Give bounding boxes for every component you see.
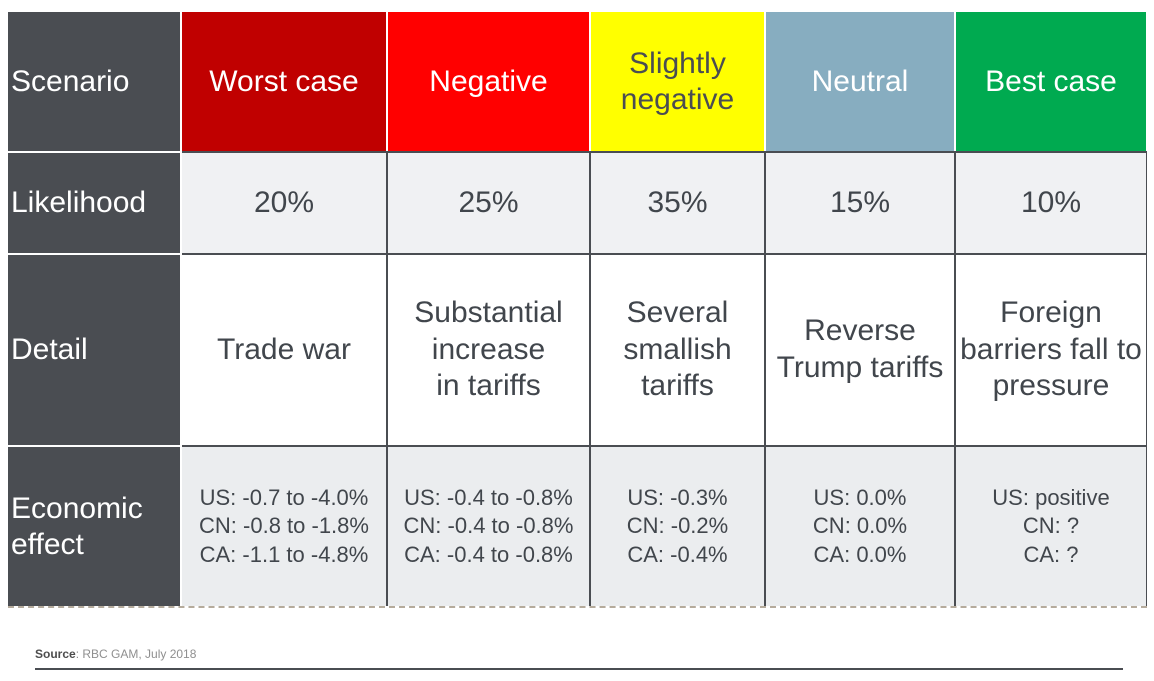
body-grid: 20% 25% 35% 15% 10% Trade war Substantia… <box>182 151 1147 606</box>
detail-neutral: Reverse Trump tariffs <box>766 255 954 445</box>
header-neutral: Neutral <box>766 12 954 151</box>
detail-best-case: Foreign barriers fall to pressure <box>956 255 1146 445</box>
row-label-scenario: Scenario <box>8 12 180 151</box>
likelihood-negative: 25% <box>388 153 589 253</box>
scenario-table: Scenario Likelihood Detail Economic effe… <box>8 12 1147 608</box>
divider-line <box>35 668 1123 670</box>
row-label-detail: Detail <box>8 255 180 445</box>
header-row: Worst case Negative Slightly negative Ne… <box>182 12 1147 151</box>
likelihood-neutral: 15% <box>766 153 954 253</box>
data-area: Worst case Negative Slightly negative Ne… <box>182 12 1147 606</box>
likelihood-best-case: 10% <box>956 153 1146 253</box>
economic-effect-worst-case: US: -0.7 to -4.0% CN: -0.8 to -1.8% CA: … <box>182 447 386 606</box>
economic-effect-best-case: US: positive CN: ? CA: ? <box>956 447 1146 606</box>
economic-effect-slightly-negative: US: -0.3% CN: -0.2% CA: -0.4% <box>591 447 764 606</box>
detail-worst-case: Trade war <box>182 255 386 445</box>
detail-slightly-negative: Several smallish tariffs <box>591 255 764 445</box>
economic-effect-negative: US: -0.4 to -0.8% CN: -0.4 to -0.8% CA: … <box>388 447 589 606</box>
row-label-likelihood: Likelihood <box>8 153 180 253</box>
header-worst-case: Worst case <box>182 12 386 151</box>
header-negative: Negative <box>388 12 589 151</box>
source-label: Source <box>35 647 76 661</box>
detail-negative: Substantial increase in tariffs <box>388 255 589 445</box>
header-slightly-negative: Slightly negative <box>591 12 764 151</box>
row-label-column: Scenario Likelihood Detail Economic effe… <box>8 12 180 606</box>
source-text: : RBC GAM, July 2018 <box>75 647 197 661</box>
likelihood-worst-case: 20% <box>182 153 386 253</box>
economic-effect-neutral: US: 0.0% CN: 0.0% CA: 0.0% <box>766 447 954 606</box>
source-note: Source: RBC GAM, July 2018 <box>35 645 196 663</box>
row-label-economic-effect: Economic effect <box>8 447 180 606</box>
header-best-case: Best case <box>956 12 1146 151</box>
likelihood-slightly-negative: 35% <box>591 153 764 253</box>
